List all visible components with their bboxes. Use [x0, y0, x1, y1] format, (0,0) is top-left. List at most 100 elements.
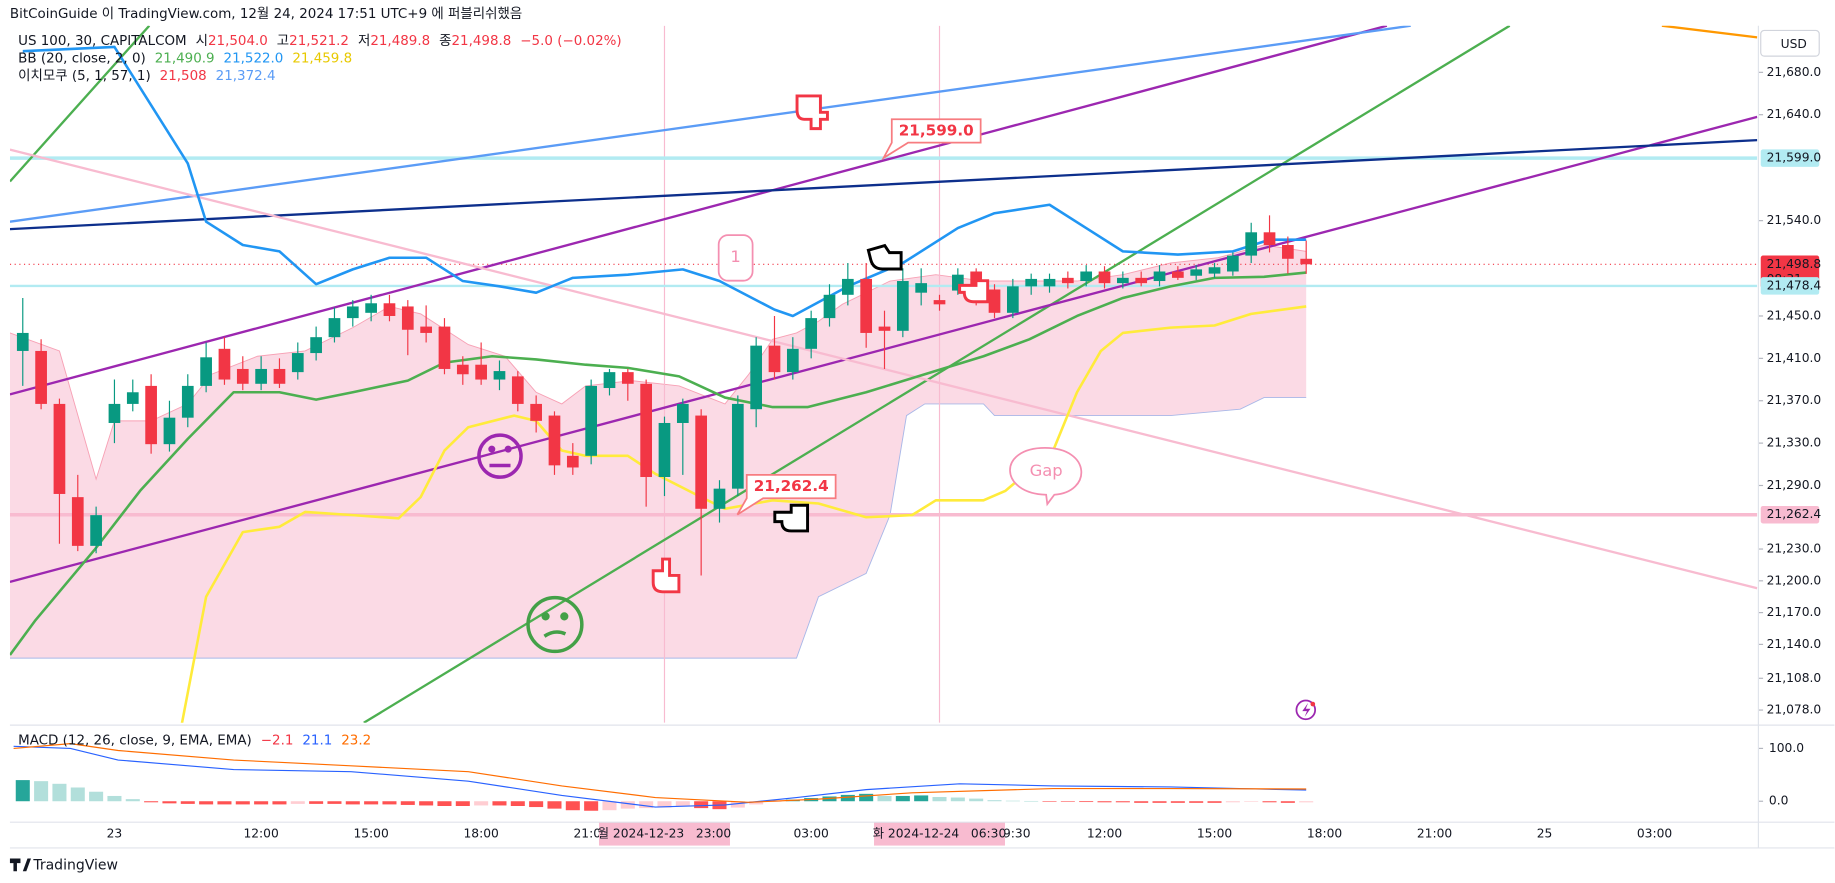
indicator-name: MACD (12, 26, close, 9, EMA, EMA)	[18, 733, 252, 748]
candle-body	[475, 364, 487, 380]
candle-body	[566, 455, 579, 468]
candle-body	[603, 372, 616, 389]
candle-body	[713, 488, 726, 509]
candle-body	[1006, 286, 1019, 313]
candle-body	[71, 497, 84, 546]
candle-body	[786, 348, 799, 373]
histogram-bar	[1042, 801, 1057, 802]
histogram-bar	[400, 801, 415, 805]
candle-body	[768, 345, 781, 373]
time-axis: 23 12:00 15:00 18:00 21:00 03:00 09:30 12:00 15:…	[107, 822, 1757, 846]
candle-body	[988, 289, 1001, 313]
candle-body	[933, 300, 946, 305]
histogram-bar	[162, 801, 177, 804]
ohlc-key: 종	[439, 34, 451, 49]
histogram-bar	[1005, 800, 1020, 802]
candle-body	[1135, 277, 1148, 284]
ohlc-value: 21,498.8	[452, 34, 512, 49]
histogram-bar	[620, 801, 635, 809]
histogram-bar	[1280, 801, 1295, 803]
indicator-value: 21,508	[160, 69, 207, 84]
candle-body	[511, 376, 524, 404]
histogram-bar	[199, 801, 214, 805]
histogram-bar	[529, 801, 544, 808]
candle-body	[218, 348, 231, 380]
speech-bubble	[1009, 447, 1083, 507]
callout-text: 21,599.0	[899, 121, 974, 139]
histogram-bar	[345, 801, 360, 805]
callout-text: 21,262.4	[754, 477, 829, 495]
candle-body	[695, 415, 708, 509]
y-tick-label: 21,410.0	[1767, 351, 1822, 365]
candle-body	[310, 337, 322, 354]
candle-body	[823, 294, 836, 319]
candle-body	[90, 515, 102, 546]
y-tick-label: 21,330.0	[1767, 436, 1822, 450]
histogram-bar	[565, 801, 580, 811]
symbol-legend: US 100, 30, CAPITALCOM 시21,504.0 고21,521…	[18, 33, 622, 49]
x-tick-label: 18:00	[463, 826, 498, 840]
candle-body	[1080, 271, 1093, 282]
y-tick-label: 100.0	[1769, 741, 1804, 755]
histogram-bar	[1299, 801, 1314, 803]
histogram-bar	[1024, 800, 1039, 802]
candle-body	[896, 281, 909, 331]
candle-body	[658, 422, 671, 478]
crosshair-label-bg	[874, 822, 1005, 846]
indicator-value: −2.1	[261, 733, 294, 748]
price-pane	[9, 25, 1758, 723]
candle-body	[181, 385, 194, 418]
candle-body	[1190, 269, 1203, 276]
trend-line	[363, 25, 1511, 723]
y-tick-label: 21,200.0	[1767, 573, 1822, 587]
histogram-bar	[969, 798, 984, 802]
signal-line	[13, 743, 1307, 803]
histogram-bar	[932, 797, 947, 802]
currency[interactable]: USD	[1781, 37, 1807, 51]
crosshair-label-bg	[598, 822, 730, 846]
histogram-bar	[15, 780, 30, 802]
histogram-bar	[419, 801, 434, 806]
callout-box	[881, 118, 982, 161]
x-tick-label: 03:00	[793, 826, 828, 840]
candle-body	[163, 417, 176, 445]
candle-body	[1117, 277, 1129, 284]
candle-body	[1282, 245, 1294, 259]
candle-body	[365, 303, 377, 313]
crosshair-label: 화 2024-12-24 06:30	[873, 826, 1007, 840]
x-tick-label: 15:00	[1197, 826, 1232, 840]
candle-body	[126, 392, 139, 404]
candle-body	[493, 371, 506, 380]
y-tick-label: 21,680.0	[1767, 65, 1822, 79]
currency-button[interactable]	[1760, 29, 1820, 57]
x-tick-label: 18:00	[1307, 826, 1342, 840]
histogram-bar	[1262, 801, 1277, 803]
price-axis: 21,680.0 21,640.0 21,540.0 21,450.0 21,410.0…	[1758, 65, 1821, 808]
trend-line	[9, 138, 1758, 231]
histogram-bar	[950, 797, 965, 802]
candle-body	[640, 383, 652, 478]
indicator-value: 21,522.0	[224, 51, 284, 66]
y-tick-label: 21,140.0	[1767, 637, 1822, 651]
indicator-value: 21,490.9	[155, 51, 215, 66]
candle-body	[346, 306, 359, 319]
icon-hand	[773, 503, 810, 533]
y-tick-label: 21,078.0	[1767, 703, 1822, 717]
icon-hand	[866, 243, 903, 271]
candle-body	[255, 368, 267, 384]
crosshair-label: 월 2024-12-23 23:00	[598, 826, 732, 840]
histogram-bar	[364, 801, 379, 805]
histogram-bar	[1244, 801, 1259, 802]
histogram-bar	[217, 801, 232, 805]
change: −5.0 (−0.02%)	[520, 34, 621, 49]
histogram-bar	[1079, 801, 1094, 803]
footer-logo: TradingView	[9, 857, 118, 873]
trend-line	[1661, 25, 1758, 39]
candle-body	[878, 326, 891, 331]
candle-body	[53, 403, 66, 494]
histogram-bar	[639, 801, 654, 809]
histogram-bar	[749, 801, 764, 805]
icon-hand	[795, 94, 829, 131]
